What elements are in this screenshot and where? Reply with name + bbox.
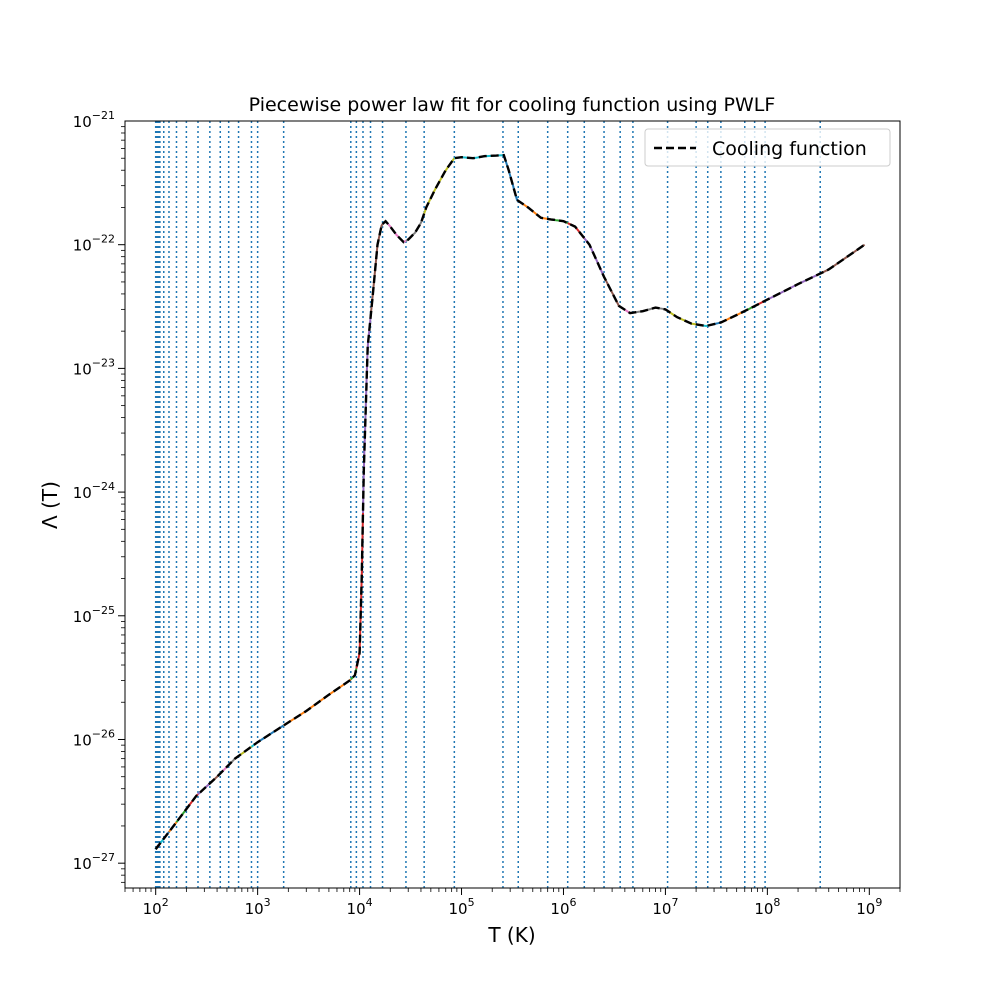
x-axis-label: T (K) [487, 923, 535, 947]
y-axis: 10−27 10−26 10−25 10−24 10−23 10−22 10−21 [73, 109, 125, 883]
chart-title: Piecewise power law fit for cooling func… [249, 94, 776, 116]
legend-label-cooling-function: Cooling function [712, 138, 867, 160]
y-tick-label: 10−23 [73, 356, 115, 378]
y-tick-label: 10−22 [73, 233, 115, 255]
x-axis: 102 103 104 105 106 107 108 109 [124, 888, 901, 918]
y-tick-label: 10−21 [73, 109, 115, 131]
cooling-function-line [154, 153, 866, 850]
y-axis-label: Λ (T) [38, 481, 62, 529]
fit-segment [632, 306, 669, 314]
x-tick-label: 102 [143, 896, 169, 918]
y-tick-label: 10−26 [73, 727, 115, 749]
legend: Cooling function [644, 128, 891, 167]
x-tick-label: 103 [245, 896, 271, 918]
x-tick-label: 108 [754, 896, 780, 918]
x-tick-label: 109 [856, 896, 882, 918]
fit-segment [603, 276, 621, 308]
x-tick-label: 105 [448, 896, 474, 918]
plot-frame [124, 120, 901, 889]
legend-box [644, 128, 891, 167]
y-tick-label: 10−25 [73, 604, 115, 626]
x-tick-label: 106 [550, 896, 576, 918]
x-tick-label: 104 [347, 896, 373, 918]
y-tick-label: 10−27 [73, 851, 115, 873]
x-tick-label: 107 [652, 896, 678, 918]
y-tick-label: 10−24 [73, 480, 115, 502]
